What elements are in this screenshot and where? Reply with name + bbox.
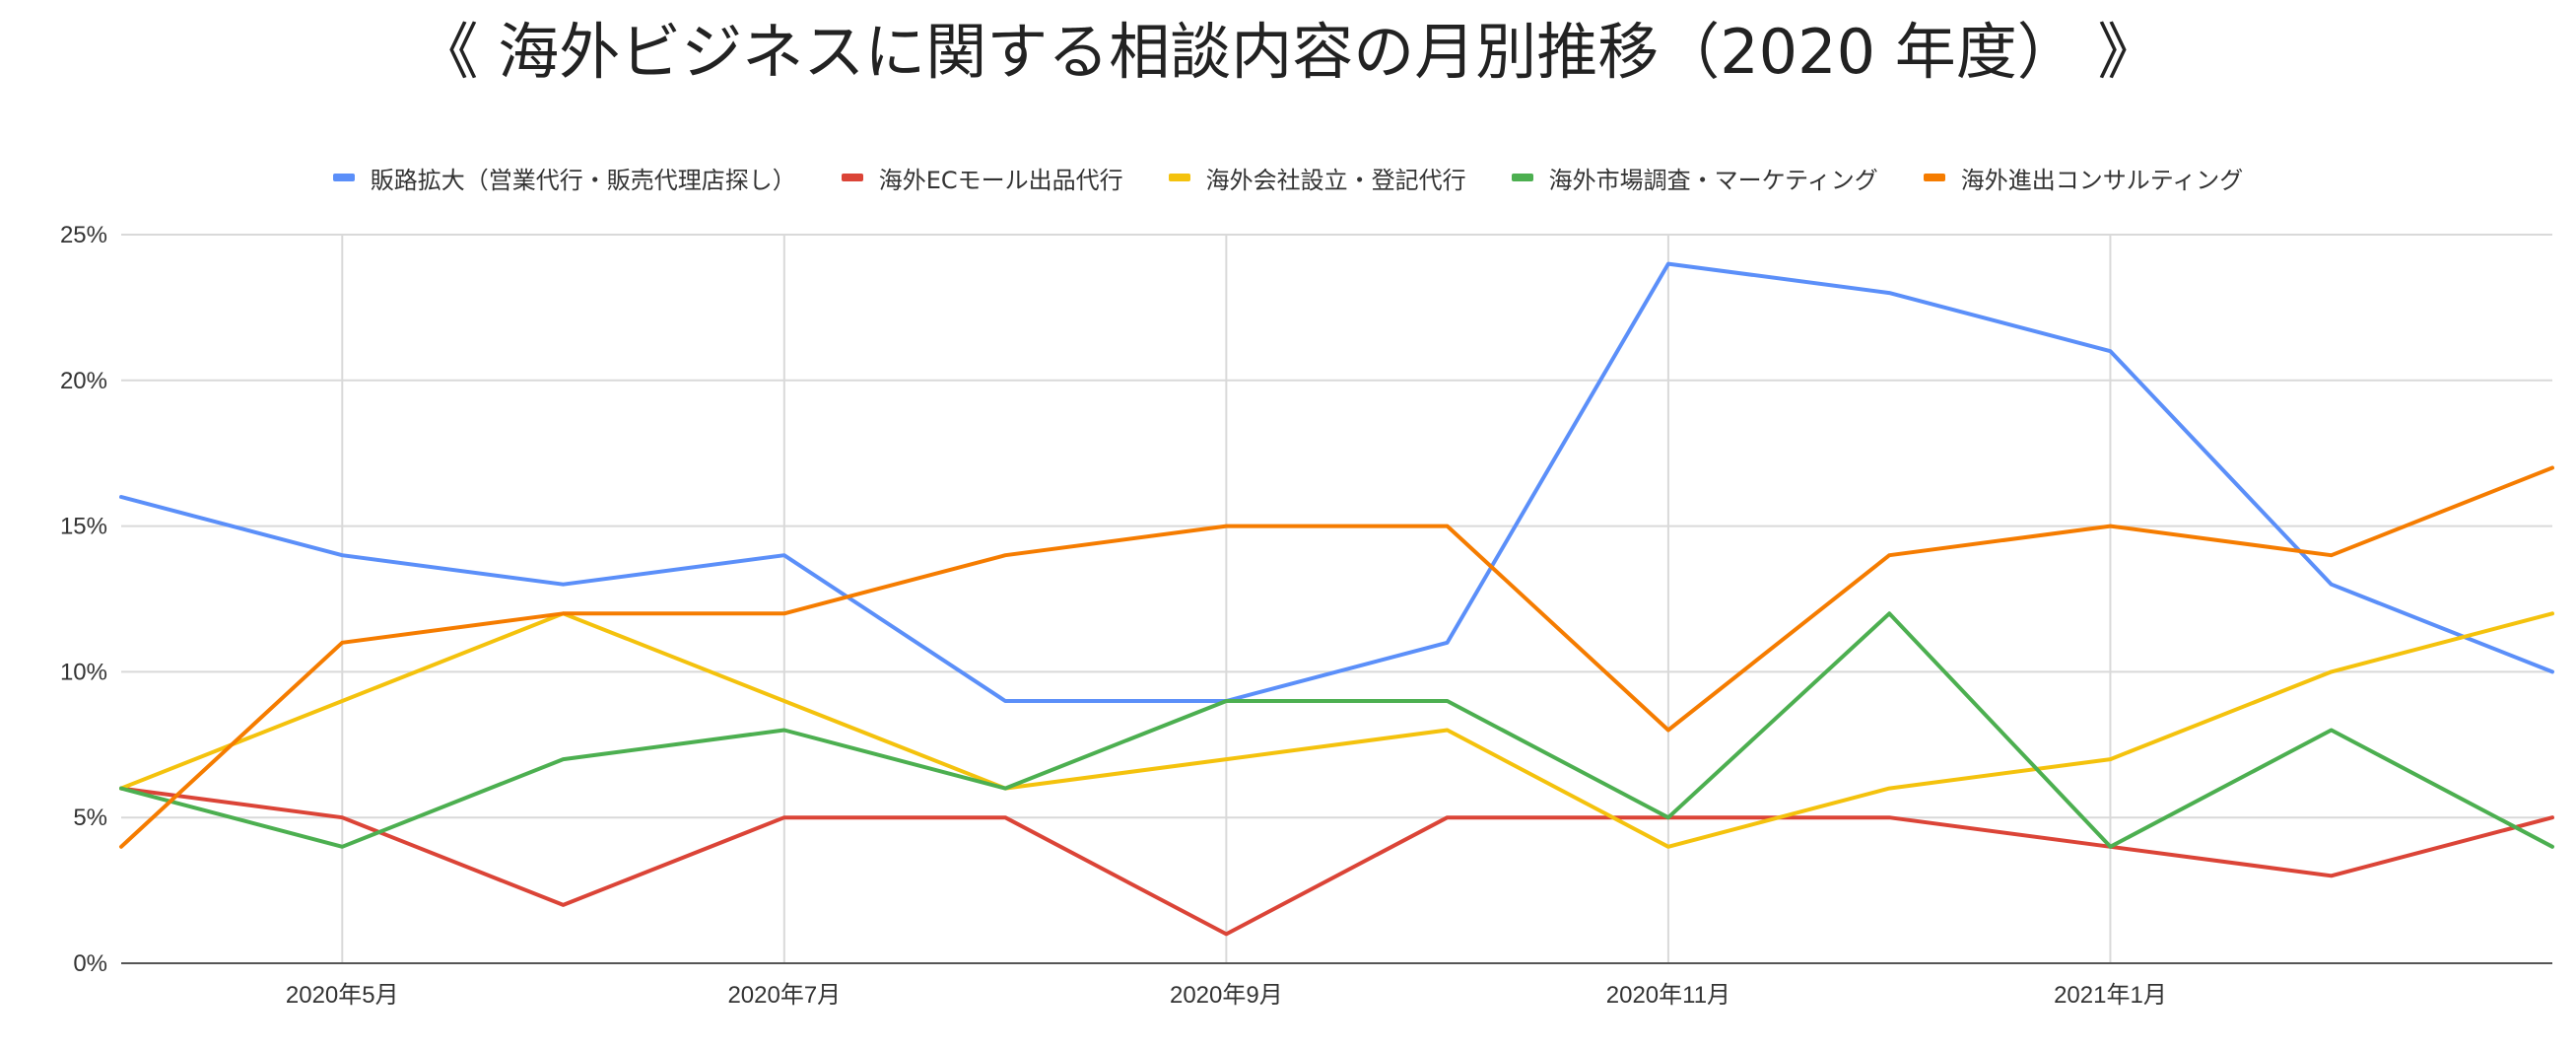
series-line-4[interactable]	[119, 465, 2554, 849]
legend-item-consulting[interactable]: 海外進出コンサルティング	[1923, 161, 2244, 195]
legend-swatch-ec-mall	[841, 174, 863, 181]
legend-item-ec-mall[interactable]: 海外ECモール出品代行	[841, 161, 1123, 195]
legend-item-sales-channel[interactable]: 販路拡大（営業代行・販売代理店探し）	[332, 161, 796, 195]
y-tick-label: 20%	[60, 368, 107, 394]
x-tick-label: 2020年9月	[1170, 982, 1283, 1009]
y-tick-label: 5%	[73, 805, 107, 831]
legend-label-sales-channel: 販路拡大（営業代行・販売代理店探し）	[370, 166, 796, 194]
legend-label-company-setup: 海外会社設立・登記代行	[1205, 166, 1466, 194]
legend-label-ec-mall: 海外ECモール出品代行	[878, 166, 1123, 194]
legend-label-market-research: 海外市場調査・マーケティング	[1548, 166, 1878, 194]
legend-item-company-setup[interactable]: 海外会社設立・登記代行	[1168, 161, 1466, 195]
y-tick-label: 10%	[60, 659, 107, 685]
legend-swatch-sales-channel	[332, 174, 355, 181]
y-tick-label: 25%	[60, 222, 107, 248]
legend-swatch-market-research	[1511, 174, 1533, 181]
series-line-1[interactable]	[119, 786, 2554, 937]
legend-swatch-company-setup	[1168, 174, 1190, 181]
legend-item-market-research[interactable]: 海外市場調査・マーケティング	[1511, 161, 1878, 195]
legend-swatch-consulting	[1923, 174, 1945, 181]
x-tick-label: 2020年5月	[286, 982, 399, 1009]
chart-title: 《 海外ビジネスに関する相談内容の月別推移（2020 年度） 》	[417, 16, 2159, 88]
series-line-2[interactable]	[119, 611, 2554, 849]
series-lines	[119, 261, 2554, 937]
x-tick-label: 2021年1月	[2054, 982, 2167, 1009]
y-tick-label: 15%	[60, 514, 107, 540]
x-tick-label: 2020年7月	[727, 982, 841, 1009]
series-line-3[interactable]	[119, 611, 2554, 849]
series-line-0[interactable]	[119, 261, 2554, 703]
legend-label-consulting: 海外進出コンサルティング	[1960, 166, 2244, 194]
tick-labels: 0% 5% 10% 15% 20% 25% 2020年5月 2020年7月 2020年9月 202…	[60, 222, 2167, 1009]
legend: 販路拡大（営業代行・販売代理店探し） 海外ECモール出品代行 海外会社設立・登記…	[0, 158, 2576, 197]
gridlines	[121, 234, 2552, 963]
x-tick-label: 2020年11月	[1606, 982, 1730, 1009]
y-tick-label: 0%	[73, 950, 107, 977]
